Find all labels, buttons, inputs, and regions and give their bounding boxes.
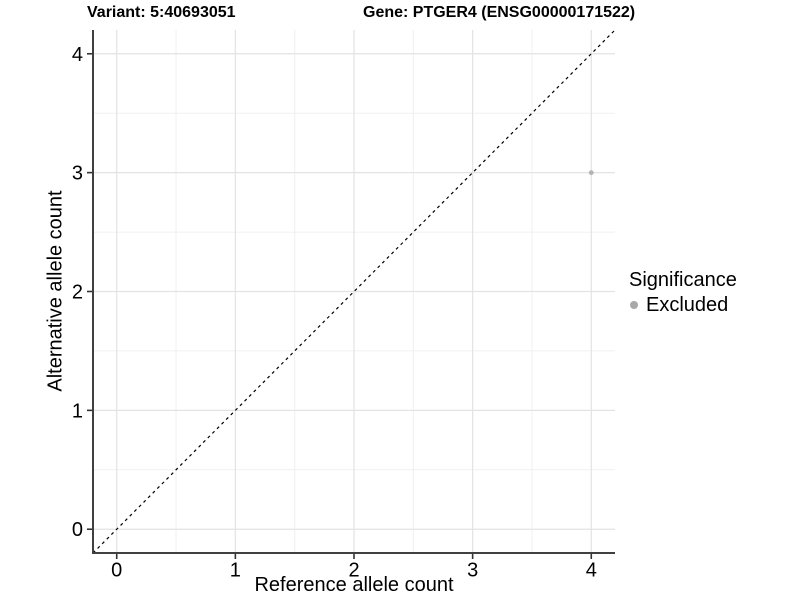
y-tick-label: 1 [72,400,83,422]
x-axis-title: Reference allele count [254,574,454,596]
x-tick-label: 2 [348,560,359,582]
legend-item-excluded: Excluded [629,293,737,317]
plot-title-variant: Variant: 5:40693051 [87,4,236,21]
x-tick-label: 1 [230,560,241,582]
legend-key-dot-icon [630,301,638,309]
y-axis-title: Alternative allele count [44,190,67,392]
x-tick-label: 4 [586,560,597,582]
legend-item-label: Excluded [646,294,729,316]
y-tick-label: 3 [72,163,83,185]
x-tick-label: 0 [111,560,122,582]
data-point [588,170,594,176]
y-tick-label: 2 [72,282,83,304]
legend-title: Significance [629,269,737,291]
legend: Significance Excluded [629,268,737,317]
y-tick-label: 4 [72,44,83,66]
y-tick-label: 0 [72,519,83,541]
plot-title-gene: Gene: PTGER4 (ENSG00000171522) [363,4,636,21]
x-tick-label: 3 [467,560,478,582]
